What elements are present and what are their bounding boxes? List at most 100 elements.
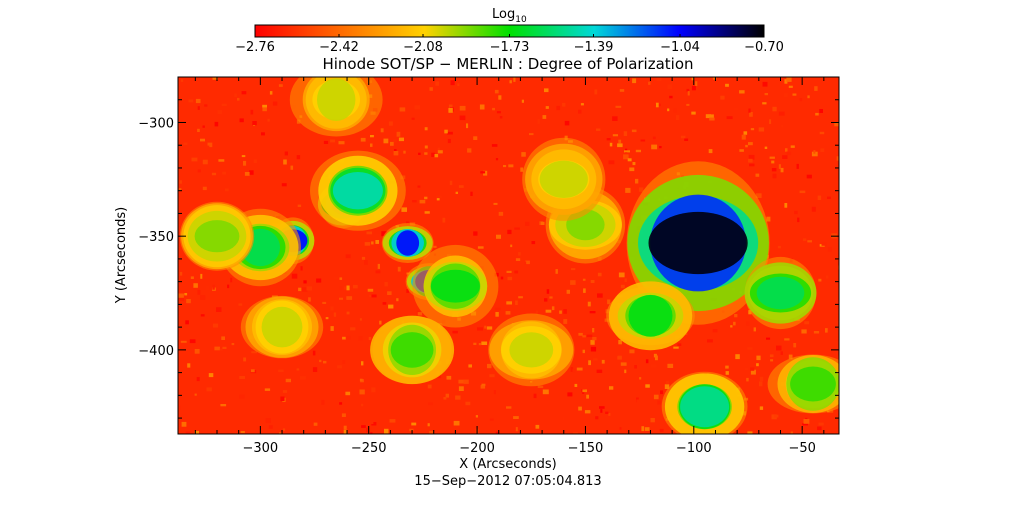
heatmap-cell [594,89,598,95]
heatmap-cell [436,198,440,201]
heatmap-cell [573,432,578,434]
heatmap-cell [588,360,591,366]
heatmap-cell [339,297,343,300]
heatmap-cell [749,163,755,167]
heatmap-cell [361,256,366,260]
plage-contour [194,220,240,253]
heatmap-cell [333,276,339,280]
heatmap-cell [325,317,329,320]
heatmap-cell [597,272,602,277]
heatmap-cell [839,432,843,436]
colorbar-tick-label: −0.70 [744,40,784,55]
heatmap-cell [524,261,527,265]
heatmap-cell [316,278,322,283]
heatmap-cell [190,276,194,279]
heatmap-cell [252,121,257,126]
heatmap-cell [814,86,818,91]
heatmap-cell [218,159,225,162]
heatmap-cell [707,339,713,343]
heatmap-cell [214,121,219,127]
heatmap-cell [691,77,694,81]
heatmap-cell [794,210,798,215]
heatmap-cell [797,217,800,223]
heatmap-cell [193,283,198,288]
heatmap-cell [780,351,783,355]
heatmap-cell [606,138,611,141]
heatmap-cell [358,336,363,341]
heatmap-cell [807,240,812,243]
heatmap-cell [572,369,576,373]
y-axis-title: Y (Arcseconds) [114,207,129,304]
heatmap-cell [459,105,466,111]
heatmap-cell [237,97,240,101]
plage-contour [317,78,356,121]
heatmap-cell [684,138,689,141]
heatmap-cell [644,427,650,431]
heatmap-cell [345,254,351,259]
heatmap-cell [580,103,584,106]
heatmap-cell [586,334,593,338]
heatmap-cell [429,430,434,434]
plage-contour [261,306,303,348]
heatmap-cell [437,374,442,379]
heatmap-cell [179,180,182,184]
heatmap-cell [792,93,797,96]
heatmap-cell [396,298,399,302]
heatmap-cell [459,115,466,121]
colorbar-tick-label: −1.04 [660,40,700,55]
heatmap-cell [656,77,662,81]
heatmap-cell [817,426,822,431]
heatmap-cell [341,413,346,417]
heatmap-cell [427,423,430,427]
heatmap-cell [298,287,302,292]
heatmap-cell [200,138,205,142]
heatmap-cell [638,187,644,192]
heatmap-cell [745,144,748,148]
heatmap-cell [498,211,504,216]
x-tick-label: −250 [351,441,387,456]
heatmap-cell [379,320,382,325]
heatmap-cell [206,145,210,149]
heatmap-cell [545,309,552,313]
heatmap-cell [184,293,188,296]
heatmap-cell [821,242,827,246]
heatmap-cell [562,416,565,421]
heatmap-cell [243,357,247,362]
heatmap-cell [458,386,464,391]
heatmap-cell [750,369,756,375]
heatmap-cell [555,269,558,274]
heatmap-cell [194,349,200,354]
heatmap-cell [384,281,388,287]
heatmap-cell [788,85,793,88]
heatmap-cell [477,327,483,331]
heatmap-cell [759,381,763,387]
heatmap-cell [202,186,207,191]
heatmap-cell [574,383,578,387]
heatmap-cell [375,270,381,274]
heatmap-cell [185,320,189,325]
heatmap-cell [179,297,184,301]
heatmap-cell [712,77,717,80]
heatmap-cell [505,311,511,315]
heatmap-cell [764,146,768,149]
heatmap-cell [780,167,784,173]
heatmap-cell [730,325,733,328]
heatmap-cell [222,171,227,175]
heatmap-cell [597,293,603,298]
heatmap-cell [403,150,406,154]
heatmap-cell [313,422,318,426]
heatmap-cell [224,188,229,192]
heatmap-cell [769,156,775,159]
heatmap-cell [544,88,549,93]
heatmap-cell [241,155,246,158]
heatmap-cell [806,174,812,179]
plage-contour [756,276,805,310]
heatmap-cell [578,109,582,114]
heatmap-cell [414,105,420,110]
heatmap-cell [231,343,235,346]
heatmap-cell [521,152,526,157]
heatmap-cell [282,390,288,393]
heatmap-cell [804,321,810,325]
heatmap-cell [303,280,307,284]
heatmap-cell [566,289,570,294]
